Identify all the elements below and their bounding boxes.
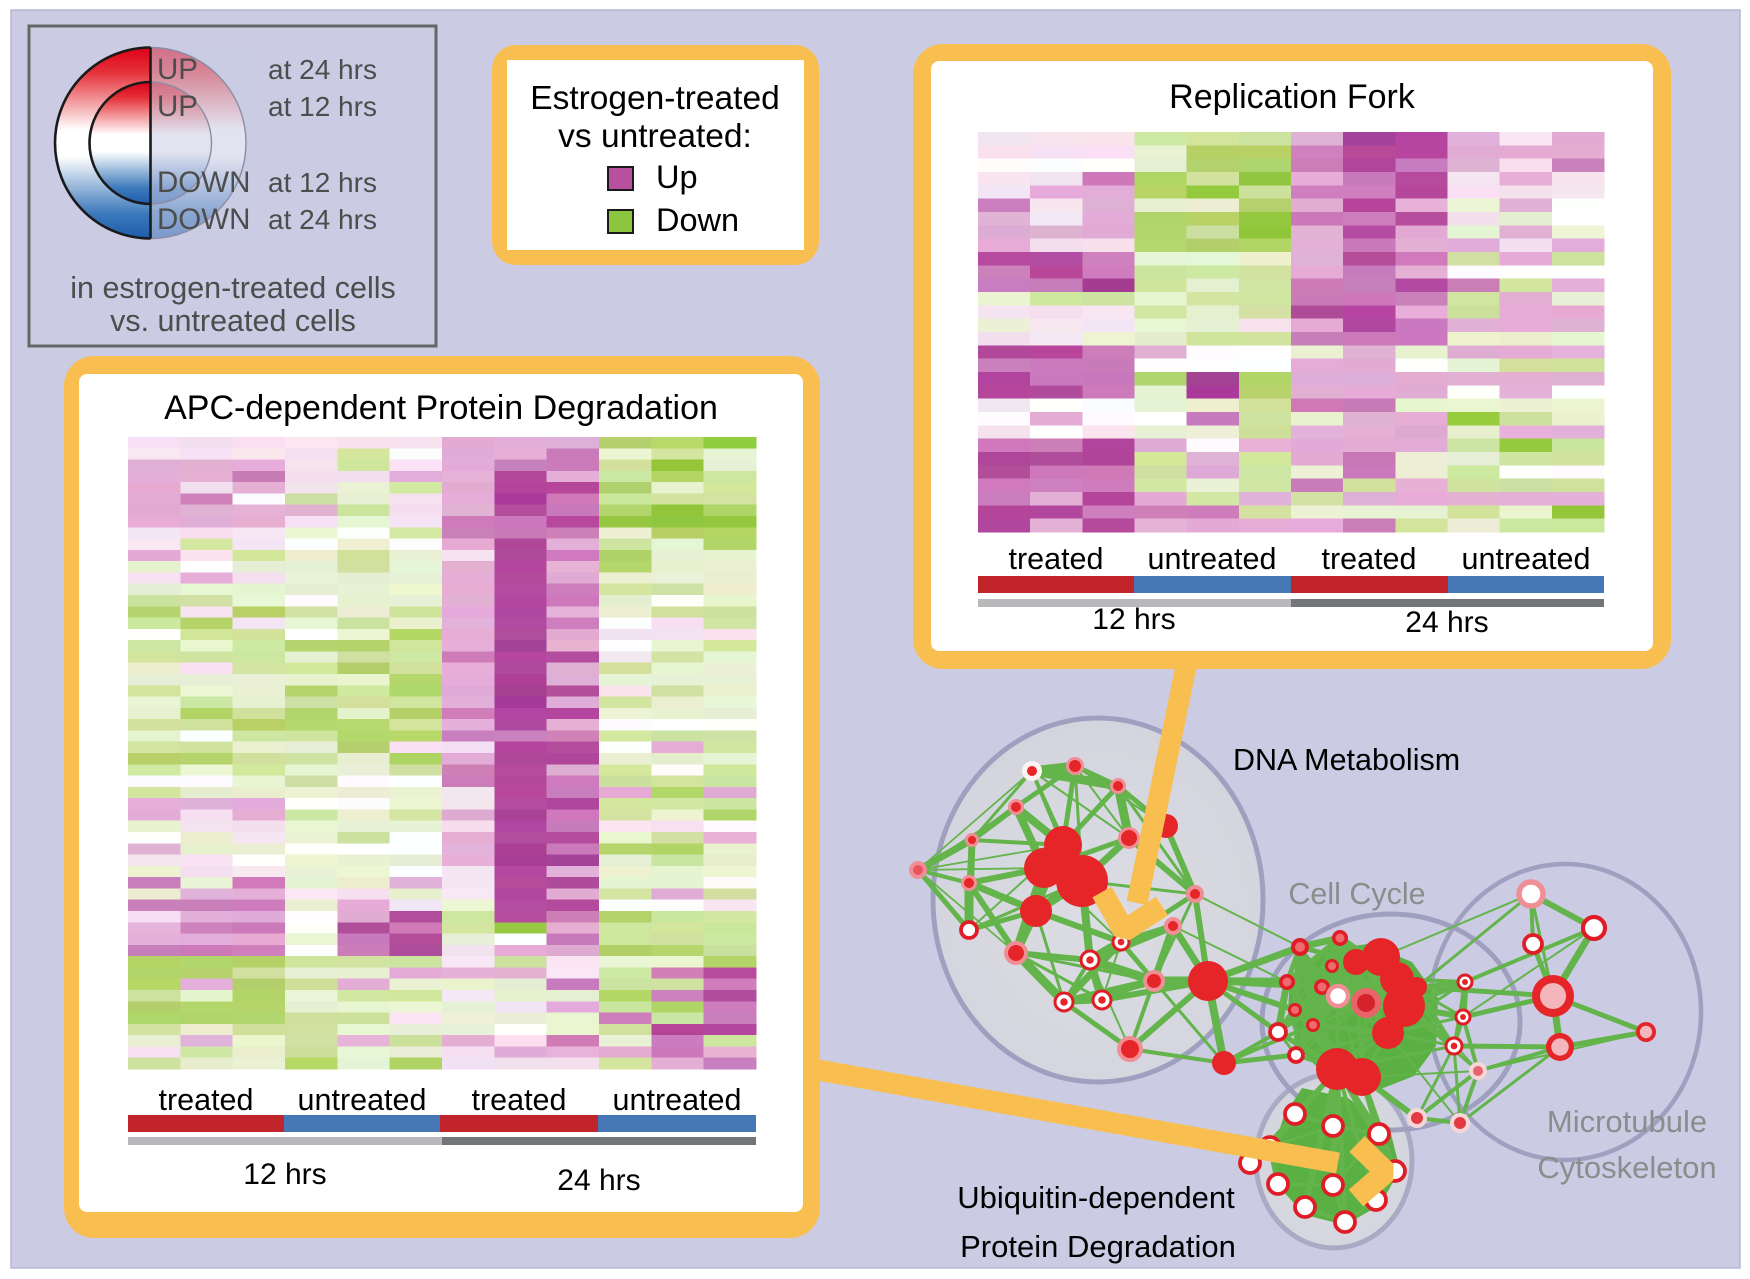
svg-text:Replication Fork: Replication Fork xyxy=(1169,78,1416,116)
svg-text:Up: Up xyxy=(656,159,698,195)
svg-text:untreated: untreated xyxy=(1462,542,1591,576)
svg-text:DOWN: DOWN xyxy=(157,166,250,199)
svg-text:vs untreated:: vs untreated: xyxy=(558,118,752,155)
svg-text:12 hrs: 12 hrs xyxy=(1092,603,1175,636)
svg-text:Cell Cycle: Cell Cycle xyxy=(1288,877,1425,911)
svg-text:12 hrs: 12 hrs xyxy=(243,1158,326,1191)
svg-text:24 hrs: 24 hrs xyxy=(1405,606,1488,639)
svg-text:DNA Metabolism: DNA Metabolism xyxy=(1233,743,1460,777)
svg-text:at 12 hrs: at 12 hrs xyxy=(268,167,377,198)
svg-text:treated: treated xyxy=(1009,542,1104,576)
svg-text:untreated: untreated xyxy=(1148,542,1277,576)
svg-text:in estrogen-treated cells: in estrogen-treated cells xyxy=(70,271,396,305)
svg-text:vs. untreated cells: vs. untreated cells xyxy=(110,304,356,338)
svg-text:Microtubule: Microtubule xyxy=(1547,1104,1707,1139)
svg-text:at 24 hrs: at 24 hrs xyxy=(268,54,377,85)
svg-text:Estrogen-treated: Estrogen-treated xyxy=(530,80,780,117)
svg-text:DOWN: DOWN xyxy=(157,203,250,236)
svg-text:24 hrs: 24 hrs xyxy=(557,1164,640,1197)
svg-text:untreated: untreated xyxy=(298,1083,427,1117)
svg-text:UP: UP xyxy=(157,53,198,86)
svg-text:Cytoskeleton: Cytoskeleton xyxy=(1537,1150,1716,1185)
svg-text:treated: treated xyxy=(159,1083,254,1117)
svg-text:at 12 hrs: at 12 hrs xyxy=(268,91,377,122)
svg-text:Protein Degradation: Protein Degradation xyxy=(960,1229,1236,1264)
svg-text:Down: Down xyxy=(656,202,739,238)
svg-text:untreated: untreated xyxy=(613,1083,742,1117)
svg-text:UP: UP xyxy=(157,90,198,123)
svg-text:APC-dependent Protein Degradat: APC-dependent Protein Degradation xyxy=(164,389,718,427)
svg-text:treated: treated xyxy=(472,1083,567,1117)
svg-text:Ubiquitin-dependent: Ubiquitin-dependent xyxy=(957,1180,1235,1215)
svg-text:at 24 hrs: at 24 hrs xyxy=(268,204,377,235)
svg-text:treated: treated xyxy=(1322,542,1417,576)
